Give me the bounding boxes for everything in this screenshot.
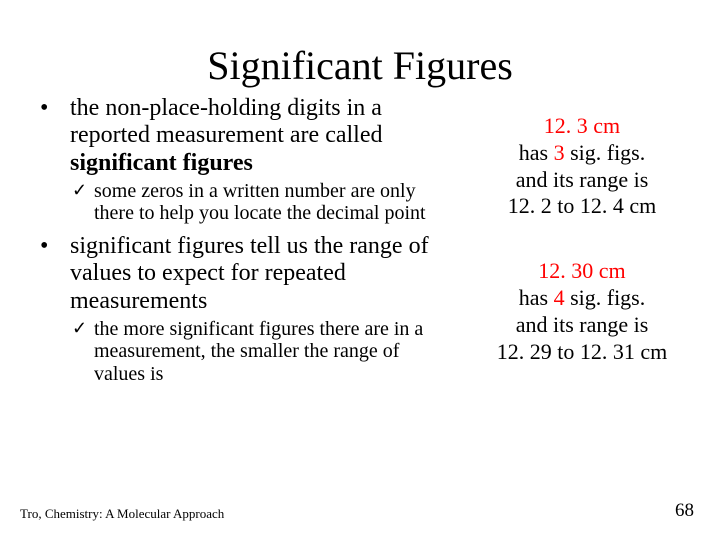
bullet-bold: significant figures [70,150,253,176]
example-block: 12. 30 cm has 4 sig. figs. and its range… [462,258,702,365]
content-area: the non-place-holding digits in a report… [0,95,720,404]
example-has: has [519,140,554,165]
right-column: 12. 3 cm has 3 sig. figs. and its range … [462,95,702,404]
footer-source: Tro, Chemistry: A Molecular Approach [20,506,224,522]
example-range: 12. 29 to 12. 31 cm [497,339,668,364]
slide: Significant Figures the non-place-holdin… [0,0,720,540]
page-number: 68 [675,500,694,522]
sub-item: the more significant figures there are i… [90,318,454,385]
bullet-list: the non-place-holding digits in a report… [30,95,454,385]
example-count: 4 [554,285,565,310]
bullet-text: the non-place-holding digits in a report… [70,95,383,148]
example-range: 12. 2 to 12. 4 cm [508,193,657,218]
example-block: 12. 3 cm has 3 sig. figs. and its range … [462,113,702,220]
example-sigfigs: sig. figs. [565,140,646,165]
sub-list: the more significant figures there are i… [70,318,454,385]
bullet-text: significant figures tell us the range of… [70,233,429,314]
bullet-item: significant figures tell us the range of… [62,233,454,385]
bullet-item: the non-place-holding digits in a report… [62,95,454,225]
example-sigfigs: sig. figs. [565,285,646,310]
sub-list: some zeros in a written number are only … [70,180,454,225]
slide-title: Significant Figures [0,0,720,95]
example-range-label: and its range is [516,167,649,192]
sub-item: some zeros in a written number are only … [90,180,454,225]
example-count: 3 [554,140,565,165]
example-value: 12. 3 cm [544,113,620,138]
example-has: has [519,285,554,310]
example-value: 12. 30 cm [538,258,625,283]
example-range-label: and its range is [516,312,649,337]
left-column: the non-place-holding digits in a report… [30,95,462,404]
